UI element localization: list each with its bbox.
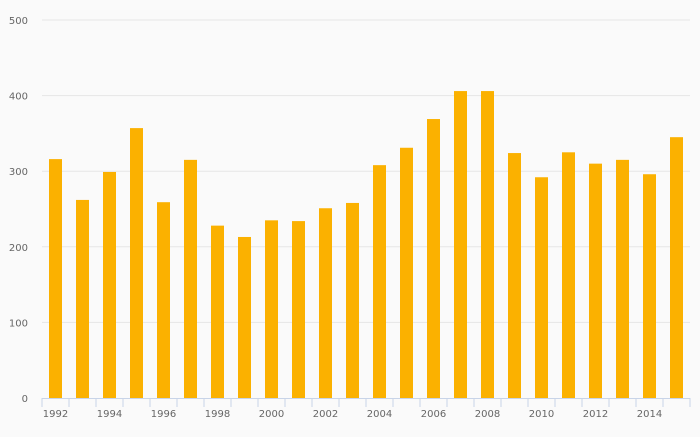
bar-2003 bbox=[346, 202, 359, 398]
x-tick-label: 1998 bbox=[205, 409, 230, 420]
bar-1992 bbox=[49, 159, 62, 398]
bar-1995 bbox=[130, 128, 143, 398]
bar-1994 bbox=[103, 171, 116, 398]
x-tick-label: 1992 bbox=[43, 409, 68, 420]
bar-1998 bbox=[211, 225, 224, 398]
x-tick-label: 2006 bbox=[421, 409, 446, 420]
y-tick-label: 300 bbox=[9, 167, 28, 178]
x-tick-label: 2010 bbox=[529, 409, 554, 420]
x-tick-label: 2000 bbox=[259, 409, 284, 420]
bar-2011 bbox=[562, 152, 575, 398]
x-tick-label: 1994 bbox=[97, 409, 122, 420]
bar-2012 bbox=[589, 163, 602, 398]
bar-2010 bbox=[535, 177, 548, 398]
bar-2000 bbox=[265, 220, 278, 398]
bar-2009 bbox=[508, 153, 521, 398]
bar-2015 bbox=[670, 137, 683, 398]
y-tick-label: 100 bbox=[9, 318, 28, 329]
y-tick-label: 0 bbox=[22, 394, 28, 405]
bar-2006 bbox=[427, 119, 440, 398]
bar-2002 bbox=[319, 208, 332, 398]
bar-2001 bbox=[292, 221, 305, 398]
x-tick-label: 2014 bbox=[637, 409, 662, 420]
y-tick-label: 200 bbox=[9, 243, 28, 254]
bar-1993 bbox=[76, 199, 89, 398]
y-tick-label: 500 bbox=[9, 16, 28, 27]
bar-2008 bbox=[481, 91, 494, 399]
x-tick-label: 1996 bbox=[151, 409, 176, 420]
bar-2013 bbox=[616, 159, 629, 398]
bar-2004 bbox=[373, 165, 386, 398]
x-tick-label: 2008 bbox=[475, 409, 500, 420]
bar-2005 bbox=[400, 147, 413, 398]
x-tick-label: 2002 bbox=[313, 409, 338, 420]
x-tick-label: 2004 bbox=[367, 409, 392, 420]
bar-1997 bbox=[184, 159, 197, 398]
x-tick-label: 2012 bbox=[583, 409, 608, 420]
bar-2007 bbox=[454, 91, 467, 399]
y-tick-label: 400 bbox=[9, 92, 28, 103]
bar-2014 bbox=[643, 174, 656, 398]
bar-1996 bbox=[157, 202, 170, 398]
bar-1999 bbox=[238, 236, 251, 398]
